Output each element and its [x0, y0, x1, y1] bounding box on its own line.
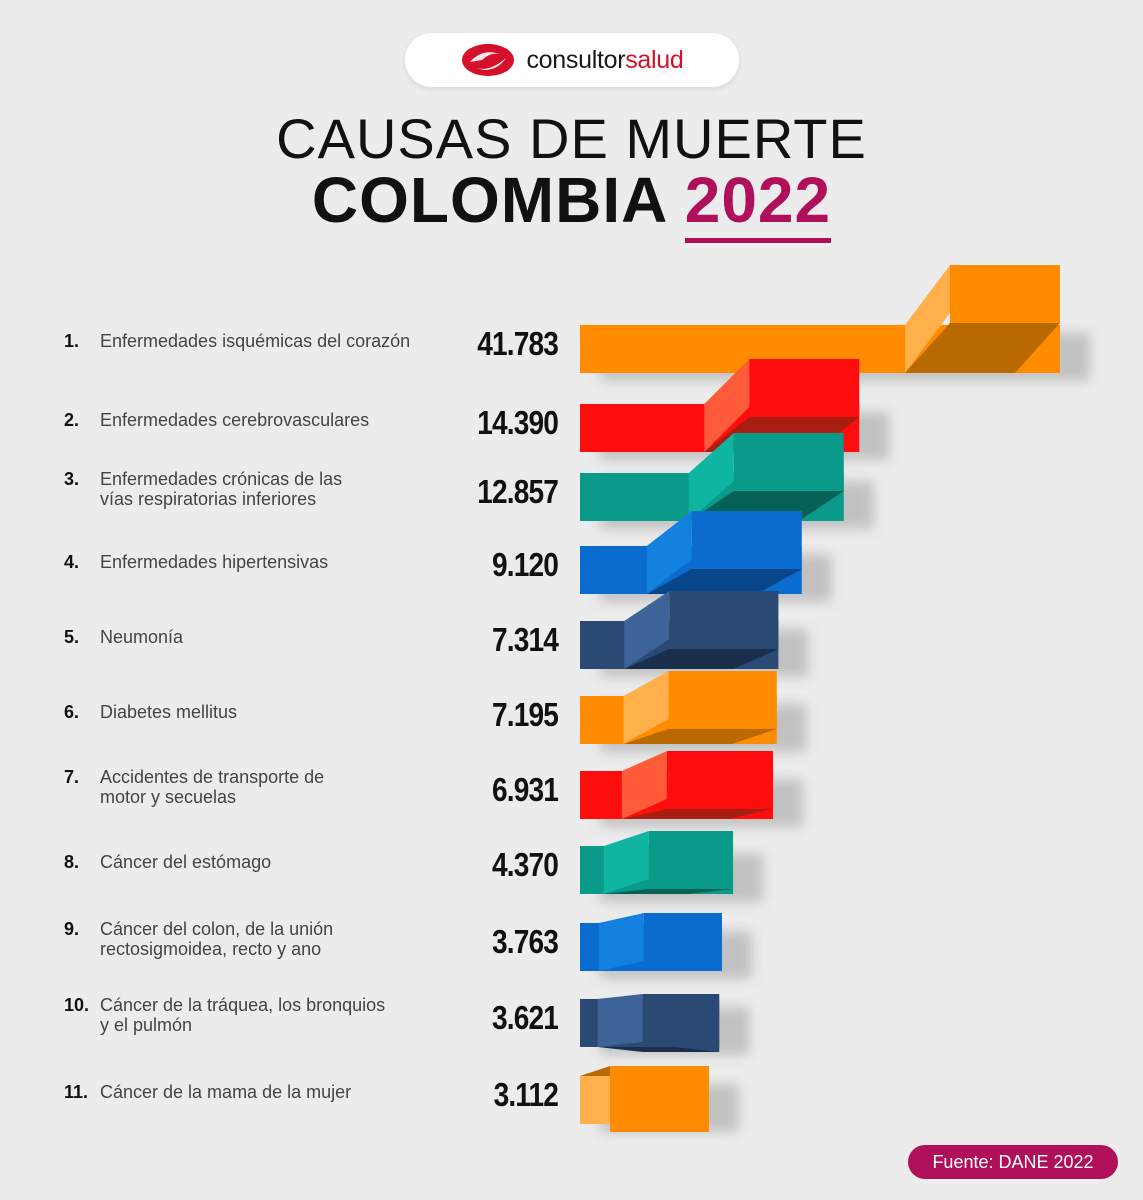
- bar-7-block: [666, 751, 774, 809]
- bar-11-side: [580, 1076, 610, 1124]
- brand-logo: consultorsalud: [405, 33, 739, 87]
- bar-10-block: [642, 994, 720, 1052]
- bar-5-slope: [624, 591, 670, 669]
- category-label: Enfermedades crónicas de las vías respira…: [100, 469, 460, 509]
- page-title-year: 2022: [684, 164, 832, 243]
- row-number: 4.: [64, 552, 80, 572]
- row-number: 1.: [64, 331, 80, 351]
- category-label: Diabetes mellitus: [100, 702, 460, 722]
- value-label: 3.112: [493, 1076, 559, 1113]
- category-label-line: Cáncer del colon, de la unión: [100, 919, 334, 939]
- category-label-line: Cáncer de la tráquea, los bronquios: [100, 995, 386, 1015]
- category-label-line: Diabetes mellitus: [100, 702, 238, 722]
- bar-2-slope: [704, 359, 750, 452]
- bar-1-slope: [905, 265, 950, 373]
- category-label-line: Enfermedades cerebrovasculares: [100, 410, 370, 430]
- category-label-line: y el pulmón: [100, 1015, 193, 1035]
- category-label: Enfermedades hipertensivas: [100, 552, 460, 572]
- row-number: 2.: [64, 410, 80, 430]
- row-number: 6.: [64, 702, 80, 722]
- value-label: 3.763: [492, 923, 559, 960]
- category-label-line: Enfermedades hipertensivas: [100, 552, 329, 572]
- bar-4-bottom: [646, 569, 802, 594]
- row-number: 7.: [64, 767, 80, 787]
- bar-9-block: [643, 913, 722, 971]
- category-label-line: vías respiratorias inferiores: [100, 489, 317, 509]
- bar-4-block: [691, 511, 802, 569]
- bar-11-block: [610, 1066, 710, 1132]
- value-label: 3.621: [492, 999, 559, 1036]
- bar-7-bottom: [621, 809, 774, 819]
- category-label-line: motor y secuelas: [100, 787, 237, 807]
- bar-5-bottom: [624, 649, 779, 669]
- category-label: Cáncer de la mama de la mujer: [100, 1082, 460, 1102]
- consultorsalud-logo-icon: [462, 44, 515, 76]
- row-number: 10.: [64, 995, 90, 1015]
- bar-10-bottom: [597, 1047, 720, 1052]
- bar-6-bottom: [623, 729, 777, 744]
- bar-1-block: [950, 265, 1060, 323]
- category-label: Enfermedades cerebrovasculares: [100, 410, 460, 430]
- row-number: 9.: [64, 919, 80, 939]
- bar-2-block: [749, 359, 860, 417]
- category-label-line: rectosigmoidea, recto y ano: [100, 939, 322, 959]
- value-label: 12.857: [477, 473, 559, 510]
- category-label: Cáncer del colon, de la unión rectosigmoi…: [100, 919, 460, 959]
- bar-8-bottom: [603, 889, 734, 894]
- row-number: 8.: [64, 852, 80, 872]
- category-label: Neumonía: [100, 627, 460, 647]
- bar-6-slope: [623, 671, 669, 744]
- bar-1-bottom: [905, 323, 1060, 373]
- value-label: 14.390: [477, 404, 559, 441]
- category-label: Cáncer de la tráquea, los bronquios y el …: [100, 995, 460, 1035]
- category-label: Accidentes de transporte de motor y secue…: [100, 767, 460, 807]
- row-number: 5.: [64, 627, 80, 647]
- bar-5-block: [669, 591, 779, 649]
- bar-10-slope: [597, 994, 643, 1047]
- row-number: 11.: [64, 1082, 89, 1102]
- brand-name: consultorsalud: [526, 45, 684, 74]
- bar-6-block: [668, 671, 777, 729]
- category-label-line: Cáncer de la mama de la mujer: [100, 1082, 352, 1102]
- value-label: 7.195: [492, 696, 559, 733]
- value-label: 9.120: [492, 546, 559, 583]
- category-label-line: Cáncer del estómago: [100, 852, 272, 872]
- source-badge: Fuente: DANE 2022: [908, 1145, 1118, 1179]
- category-label: Enfermedades isquémicas del corazón: [100, 331, 460, 351]
- bar-9-slope: [598, 913, 644, 971]
- category-label: Cáncer del estómago: [100, 852, 460, 872]
- page-title-country: COLOMBIA: [311, 164, 666, 236]
- row-number: 3.: [64, 469, 80, 489]
- page-title-line1: CAUSAS DE MUERTE: [276, 107, 867, 170]
- page-title-line2: COLOMBIA 2022: [0, 164, 1143, 243]
- bar-3-slope: [688, 433, 734, 521]
- bar-3-block: [733, 433, 844, 491]
- bar-8-block: [648, 831, 734, 889]
- value-label: 6.931: [492, 771, 559, 808]
- bar-4-slope: [646, 511, 692, 594]
- bar-8-slope: [603, 831, 649, 894]
- value-label: 7.314: [492, 621, 559, 658]
- value-label: 4.370: [492, 846, 559, 883]
- value-label: 41.783: [477, 325, 559, 362]
- category-label-line: Neumonía: [100, 627, 184, 647]
- category-label-line: Enfermedades isquémicas del corazón: [100, 331, 411, 351]
- bar-7-slope: [621, 751, 667, 819]
- category-label-line: Accidentes de transporte de: [100, 767, 325, 787]
- category-label-line: Enfermedades crónicas de las: [100, 469, 343, 489]
